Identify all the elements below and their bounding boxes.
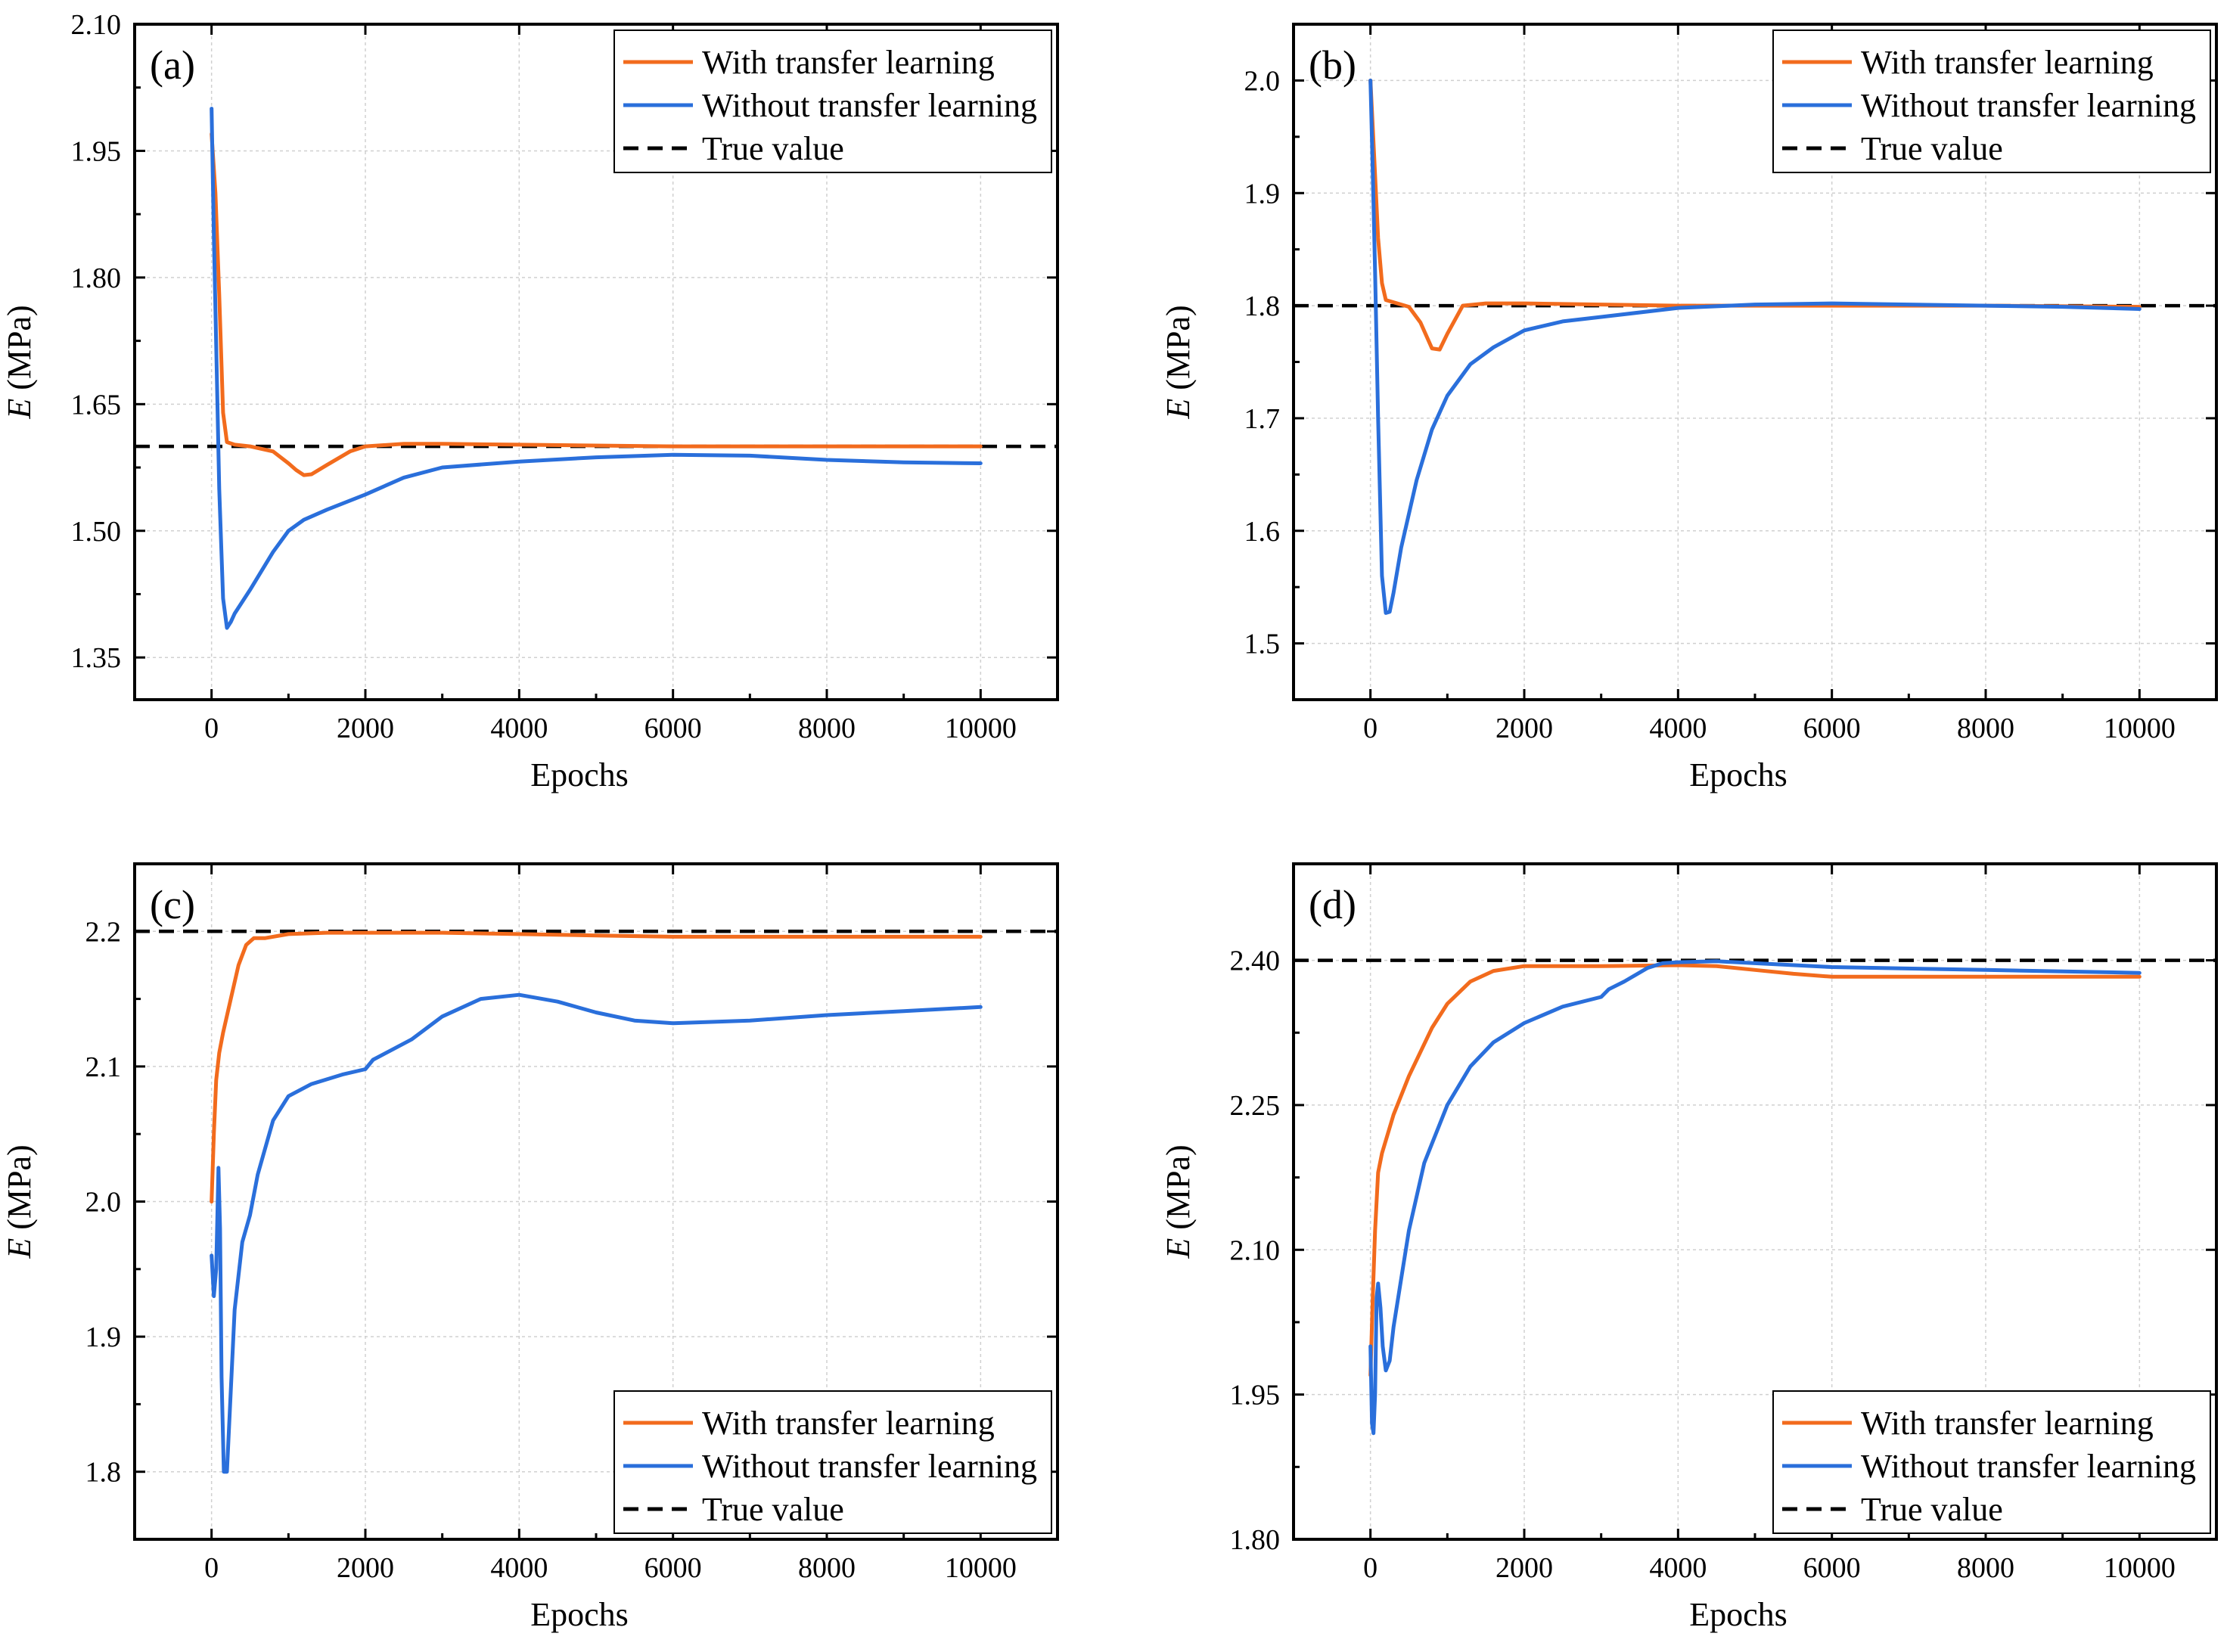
legend-label-with: With transfer learning	[702, 44, 995, 81]
y-tick-label: 1.9	[85, 1321, 122, 1353]
x-tick-label: 0	[1363, 1552, 1378, 1584]
legend-label-without: Without transfer learning	[702, 87, 1037, 124]
y-tick-label: 2.40	[1230, 946, 1281, 977]
y-axis-label: E (MPa)	[1160, 1144, 1197, 1259]
y-tick-label: 1.80	[1230, 1524, 1281, 1556]
legend-label-without: Without transfer learning	[1861, 87, 2196, 124]
legend: With transfer learning Without transfer l…	[1772, 30, 2211, 173]
x-tick-label: 8000	[1957, 1552, 2014, 1584]
x-axis-label: Epochs	[1689, 756, 1788, 793]
legend-label-with: With transfer learning	[702, 1405, 995, 1442]
legend-box	[613, 30, 1052, 173]
y-tick-label: 1.9	[1244, 178, 1281, 210]
series-line-without-transfer	[1368, 959, 2142, 1436]
y-tick-label: 1.95	[1230, 1380, 1281, 1411]
panel-b: 0 2000 4000 6000 8000 10000 1.5 1.6 1.7 1.8 1.9 2.0…	[1160, 23, 2218, 793]
x-tick-label: 8000	[798, 713, 856, 744]
x-axis-label: Epochs	[530, 756, 629, 793]
y-tick-label: 2.25	[1230, 1090, 1281, 1122]
legend: With transfer learning Without transfer l…	[1772, 1390, 2211, 1534]
y-tick-label: 2.10	[71, 9, 122, 41]
y-tick-label: 1.5	[1244, 629, 1281, 660]
series-line-with-transfer	[1368, 963, 2142, 1377]
y-tick-label: 2.1	[85, 1051, 122, 1083]
panel-c: 0 2000 4000 6000 8000 10000 1.8 1.9 2.0 2.1 2.2 Epo…	[1, 862, 1059, 1633]
y-tick-label: 2.0	[1244, 65, 1281, 97]
y-tick-label: 2.2	[85, 916, 122, 948]
y-tick-label: 1.7	[1244, 403, 1281, 435]
y-tick-label: 1.50	[71, 516, 122, 548]
y-axis-symbol: E	[1160, 1238, 1197, 1259]
x-tick-label: 0	[1363, 713, 1378, 744]
y-axis-symbol: E	[1160, 399, 1197, 420]
panel-d: 0 2000 4000 6000 8000 10000 1.80 1.95 2.10 2.25 2.…	[1160, 862, 2218, 1633]
y-axis-unit: (MPa)	[1160, 1144, 1197, 1237]
y-tick-label: 1.95	[71, 135, 122, 167]
legend-label-without: Without transfer learning	[702, 1448, 1037, 1485]
y-tick-label: 1.6	[1244, 516, 1281, 548]
x-tick-label: 2000	[1496, 713, 1553, 744]
x-tick-label: 10000	[2104, 713, 2176, 744]
series-line-with-transfer	[210, 930, 983, 1203]
x-tick-label: 6000	[1803, 1552, 1861, 1584]
legend-label-with: With transfer learning	[1861, 44, 2154, 81]
legend-box	[613, 1390, 1052, 1534]
x-tick-label: 4000	[490, 1552, 548, 1584]
x-tick-label: 6000	[644, 1552, 702, 1584]
x-tick-label: 2000	[337, 1552, 394, 1584]
x-tick-label: 0	[204, 1552, 219, 1584]
legend-label-true: True value	[1861, 130, 2003, 167]
x-tick-label: 0	[204, 713, 219, 744]
x-tick-label: 6000	[1803, 713, 1861, 744]
legend-label-true: True value	[1861, 1491, 2003, 1528]
series-line-without-transfer	[210, 992, 983, 1474]
legend-label-with: With transfer learning	[1861, 1405, 2154, 1442]
y-axis-symbol: E	[1, 399, 38, 420]
panel-label: (d)	[1309, 882, 1356, 927]
y-tick-label: 1.8	[85, 1457, 122, 1489]
series-line-without-transfer	[210, 107, 983, 630]
y-axis-unit: (MPa)	[1, 1144, 38, 1237]
x-tick-label: 4000	[490, 713, 548, 744]
x-tick-label: 8000	[798, 1552, 856, 1584]
y-axis-label: E (MPa)	[1, 1144, 38, 1259]
y-axis-label: E (MPa)	[1, 305, 38, 419]
x-tick-label: 4000	[1649, 713, 1707, 744]
x-tick-label: 6000	[644, 713, 702, 744]
y-axis-label: E (MPa)	[1160, 305, 1197, 419]
series-line-without-transfer	[1368, 78, 2142, 615]
panel-a: 0 2000 4000 6000 8000 10000 1.35 1.50 1.65 1.80 1.…	[1, 9, 1059, 793]
x-axis-label: Epochs	[1689, 1596, 1788, 1633]
series-line-with-transfer	[1368, 78, 2142, 352]
y-axis-unit: (MPa)	[1, 305, 38, 398]
x-tick-label: 8000	[1957, 713, 2014, 744]
panel-label: (a)	[150, 42, 195, 88]
x-tick-label: 10000	[2104, 1552, 2176, 1584]
y-tick-label: 2.10	[1230, 1234, 1281, 1266]
series-line-with-transfer	[210, 132, 983, 477]
legend-label-true: True value	[702, 130, 844, 167]
y-axis-unit: (MPa)	[1160, 305, 1197, 398]
x-tick-label: 2000	[337, 713, 394, 744]
y-axis-symbol: E	[1, 1238, 38, 1259]
legend-label-true: True value	[702, 1491, 844, 1528]
panel-label: (c)	[150, 882, 195, 927]
panel-label: (b)	[1309, 42, 1356, 88]
x-tick-label: 4000	[1649, 1552, 1707, 1584]
y-tick-label: 1.80	[71, 262, 122, 294]
x-tick-label: 2000	[1496, 1552, 1553, 1584]
legend-label-without: Without transfer learning	[1861, 1448, 2196, 1485]
x-tick-label: 10000	[945, 1552, 1017, 1584]
y-tick-label: 1.65	[71, 389, 122, 421]
x-tick-label: 10000	[945, 713, 1017, 744]
y-tick-label: 1.35	[71, 642, 122, 674]
legend: With transfer learning Without transfer l…	[613, 30, 1052, 173]
y-tick-label: 1.8	[1244, 290, 1281, 322]
x-axis-label: Epochs	[530, 1596, 629, 1633]
legend: With transfer learning Without transfer l…	[613, 1390, 1052, 1534]
legend-box	[1772, 1390, 2211, 1534]
legend-box	[1772, 30, 2211, 173]
y-tick-label: 2.0	[85, 1187, 122, 1219]
